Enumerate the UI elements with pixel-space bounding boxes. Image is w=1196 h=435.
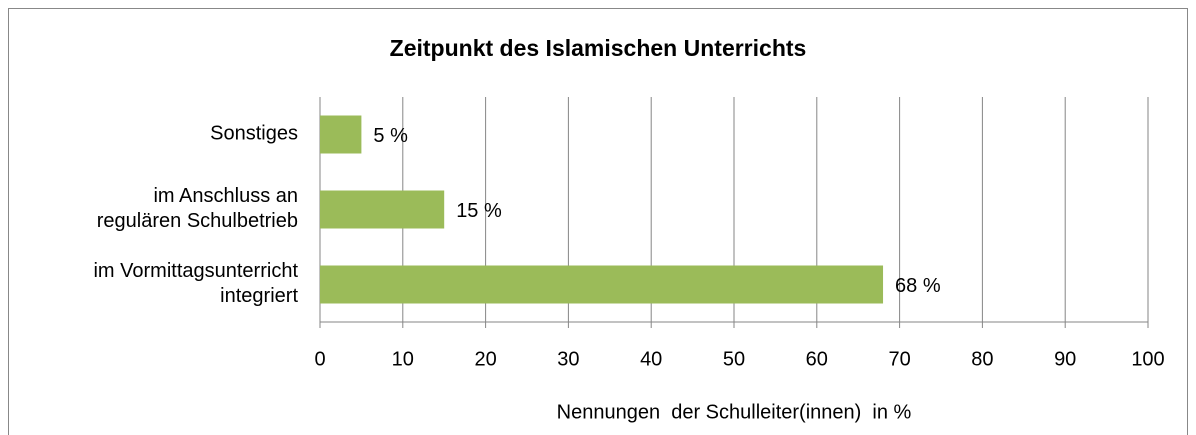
y-tick-label-line: im Vormittagsunterricht bbox=[93, 260, 298, 282]
y-tick-label: im Anschluss an regulären Schulbetrieb bbox=[91, 185, 298, 232]
value-label: 5 % bbox=[373, 125, 408, 147]
chart-border bbox=[8, 8, 1188, 435]
x-tick-label: 80 bbox=[971, 348, 993, 370]
bar bbox=[320, 265, 884, 304]
x-tick-label: 70 bbox=[888, 348, 910, 370]
x-tick-label: 60 bbox=[806, 348, 828, 370]
y-tick-label-line: integriert bbox=[215, 285, 299, 307]
y-tick-label-line: im Anschluss an bbox=[153, 185, 298, 207]
x-tick-label: 50 bbox=[723, 348, 745, 370]
bar bbox=[320, 115, 362, 154]
x-tick-label: 10 bbox=[392, 348, 414, 370]
x-tick-label: 20 bbox=[474, 348, 496, 370]
y-tick-label: Sonstiges bbox=[210, 123, 298, 145]
x-tick-label: 0 bbox=[314, 348, 325, 370]
y-tick-label-line: Sonstiges bbox=[210, 123, 298, 145]
value-label: 68 % bbox=[895, 275, 941, 297]
y-tick-label-line: regulären Schulbetrieb bbox=[91, 210, 298, 232]
x-tick-label: 30 bbox=[557, 348, 579, 370]
x-tick-label: 90 bbox=[1054, 348, 1076, 370]
chart-title: Zeitpunkt des Islamischen Unterrichts bbox=[390, 35, 807, 61]
value-label: 15 % bbox=[456, 200, 502, 222]
x-tick-label: 40 bbox=[640, 348, 662, 370]
x-axis-label: Nennungen der Schulleiter(innen) in % bbox=[557, 401, 912, 423]
y-tick-label: im Vormittagsunterricht integriert bbox=[93, 260, 298, 307]
x-tick-label: 100 bbox=[1131, 348, 1164, 370]
bar bbox=[320, 190, 445, 229]
